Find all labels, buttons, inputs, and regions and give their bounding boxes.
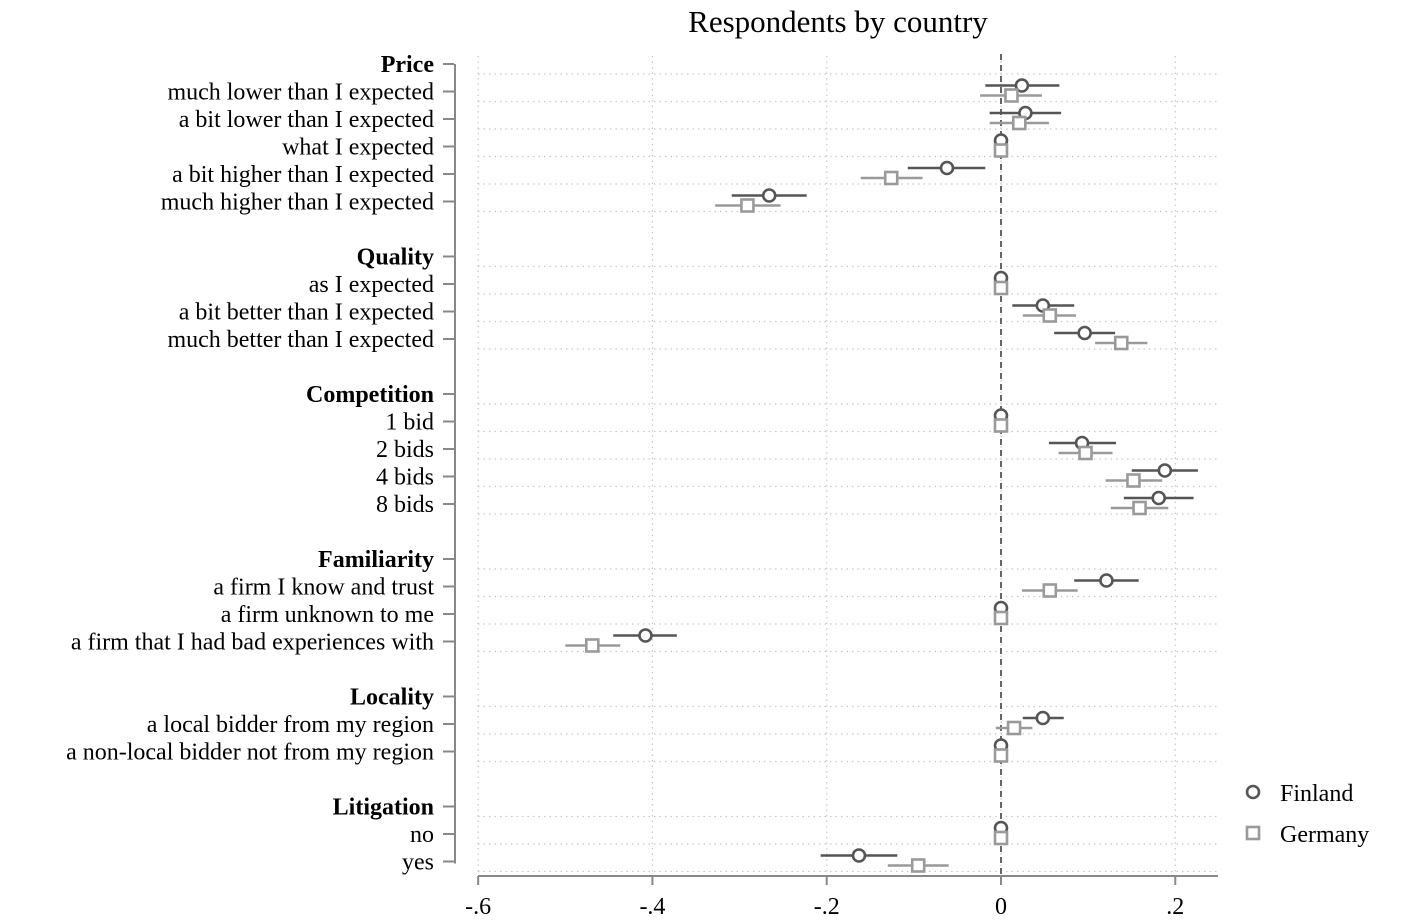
- group-label: Familiarity: [318, 547, 434, 573]
- group-label: Competition: [306, 382, 434, 408]
- category-label: 8 bids: [376, 492, 434, 518]
- y-axis: [443, 63, 456, 864]
- group-label: Litigation: [333, 795, 434, 821]
- finland-point: [1099, 573, 1114, 588]
- x-tick-label: -.4: [639, 894, 665, 920]
- category-label: much lower than I expected: [167, 80, 434, 106]
- germany-point: [993, 143, 1009, 158]
- germany-point: [993, 748, 1009, 763]
- germany-point: [1132, 500, 1147, 516]
- legend-germany-marker: [1245, 825, 1261, 841]
- category-label: what I expected: [282, 135, 434, 161]
- germany-point: [1113, 335, 1129, 351]
- data-markers: [565, 78, 1198, 873]
- category-label: a bit higher than I expected: [172, 162, 434, 188]
- finland-point: [1151, 490, 1167, 506]
- finland-point: [761, 188, 777, 203]
- legend-finland-label: Finland: [1280, 781, 1353, 807]
- category-label: 2 bids: [376, 437, 434, 463]
- germany-point: [1011, 115, 1027, 131]
- germany-point: [1004, 88, 1019, 103]
- category-label: a local bidder from my region: [147, 712, 434, 738]
- category-label: a firm that I had bad experiences with: [71, 630, 434, 656]
- germany-point: [740, 198, 755, 213]
- finland-point: [1157, 463, 1173, 478]
- germany-point: [993, 280, 1009, 296]
- category-label: no: [410, 822, 434, 848]
- group-label: Locality: [350, 685, 434, 711]
- chart-title: Respondents by country: [688, 4, 988, 39]
- germany-point: [993, 610, 1009, 626]
- category-label: much higher than I expected: [161, 190, 434, 216]
- category-label: as I expected: [309, 272, 434, 298]
- category-label: much better than I expected: [167, 327, 434, 353]
- finland-point: [638, 628, 653, 643]
- x-tick-label: .2: [1166, 894, 1184, 920]
- category-label: a firm I know and trust: [213, 575, 434, 601]
- category-label: 4 bids: [376, 465, 434, 491]
- category-label: 1 bid: [385, 410, 434, 436]
- x-tick-label: -.6: [465, 894, 491, 920]
- germany-point: [1042, 583, 1058, 598]
- group-label: Price: [381, 52, 435, 78]
- finland-point: [1014, 78, 1030, 93]
- x-tick-label: 0: [995, 894, 1007, 920]
- finland-point: [851, 848, 867, 863]
- germany-point: [1006, 720, 1022, 736]
- germany-point: [910, 858, 926, 873]
- germany-point: [993, 418, 1009, 433]
- category-label: a non-local bidder not from my region: [66, 740, 434, 766]
- finland-point: [1035, 710, 1051, 726]
- germany-point: [1126, 473, 1141, 488]
- germany-point: [1042, 308, 1058, 323]
- finland-point: [1077, 325, 1092, 341]
- group-label: Quality: [357, 245, 434, 271]
- x-tick-label: -.2: [814, 894, 840, 920]
- germany-point: [993, 830, 1009, 846]
- legend-germany-label: Germany: [1280, 822, 1369, 848]
- germany-point: [585, 638, 600, 653]
- finland-point: [939, 160, 955, 176]
- germany-point: [883, 170, 899, 186]
- grid-lines: [477, 56, 1218, 874]
- category-label: a bit better than I expected: [179, 300, 434, 326]
- legend: Finland Germany: [1245, 781, 1369, 848]
- x-axis: -.6 -.4 -.2 0 .2: [465, 875, 1218, 920]
- category-label: yes: [402, 850, 434, 876]
- category-label: a firm unknown to me: [221, 602, 434, 628]
- legend-finland-marker: [1245, 784, 1261, 800]
- germany-point: [1078, 445, 1093, 461]
- category-label: a bit lower than I expected: [179, 107, 434, 133]
